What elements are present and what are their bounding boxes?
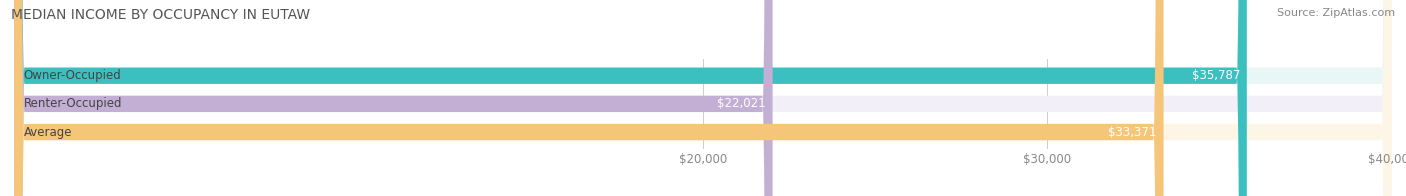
Text: Source: ZipAtlas.com: Source: ZipAtlas.com (1277, 8, 1395, 18)
FancyBboxPatch shape (14, 0, 1247, 196)
Text: $22,021: $22,021 (717, 97, 766, 110)
Text: Renter-Occupied: Renter-Occupied (24, 97, 122, 110)
FancyBboxPatch shape (14, 0, 1164, 196)
FancyBboxPatch shape (14, 0, 1392, 196)
FancyBboxPatch shape (14, 0, 1392, 196)
Text: $33,371: $33,371 (1108, 126, 1157, 139)
FancyBboxPatch shape (14, 0, 1392, 196)
FancyBboxPatch shape (14, 0, 773, 196)
Text: $35,787: $35,787 (1191, 69, 1240, 82)
Text: MEDIAN INCOME BY OCCUPANCY IN EUTAW: MEDIAN INCOME BY OCCUPANCY IN EUTAW (11, 8, 311, 22)
Text: Average: Average (24, 126, 72, 139)
Text: Owner-Occupied: Owner-Occupied (24, 69, 121, 82)
